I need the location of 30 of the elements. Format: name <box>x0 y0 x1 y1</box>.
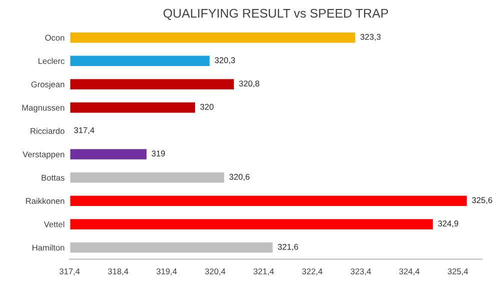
data-label: 319 <box>152 150 165 156</box>
y-tick-label: Verstappen <box>22 152 64 159</box>
data-label: 317,4 <box>74 127 94 134</box>
y-tick-label: Raikkonen <box>26 198 64 204</box>
y-tick-label: Hamilton <box>32 244 64 251</box>
y-tick-label: Magnussen <box>22 104 64 112</box>
data-label: 320,6 <box>229 174 250 181</box>
data-label: 324,9 <box>438 220 458 228</box>
x-tick-label: 323,4 <box>350 268 371 276</box>
y-tick-label: Leclerc <box>38 58 64 64</box>
y-tick-label: Ocon <box>45 34 64 41</box>
chart-title: QUALIFYING RESULT vs SPEED TRAP <box>164 8 388 20</box>
data-label: 320,8 <box>239 80 260 88</box>
x-tick-label: 322,4 <box>302 268 322 276</box>
data-label: 321,6 <box>278 244 298 251</box>
x-tick-label: 320,4 <box>205 268 226 276</box>
data-label: 325,6 <box>472 197 492 204</box>
x-tick-label: 318,4 <box>108 268 128 276</box>
y-tick-label: Ricciardo <box>30 128 64 134</box>
x-tick-label: 317,4 <box>59 268 80 276</box>
x-tick-label: 321,4 <box>254 268 274 276</box>
x-tick-label: 319,4 <box>156 268 177 276</box>
x-tick-label: 325,4 <box>448 268 468 276</box>
y-tick-label: Grosjean <box>31 81 64 89</box>
data-label: 323,3 <box>360 34 381 41</box>
y-tick-label: Bottas <box>42 174 64 181</box>
y-tick-label: Vettel <box>44 221 64 228</box>
data-label: 320,3 <box>214 57 235 64</box>
x-tick-label: 324,4 <box>399 268 420 276</box>
data-label: 320 <box>200 104 214 110</box>
